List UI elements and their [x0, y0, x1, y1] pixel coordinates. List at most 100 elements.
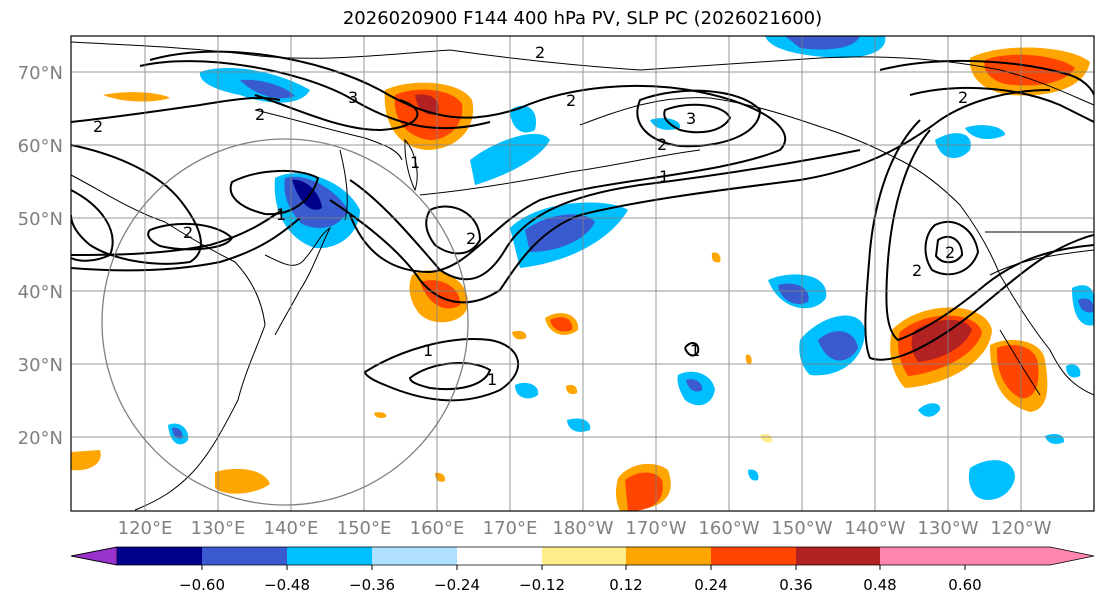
contour-label: 1: [276, 205, 286, 224]
lon-label: 130°E: [191, 518, 246, 539]
pv-anomaly: [996, 344, 1039, 399]
colorbar-swatch: [457, 547, 542, 565]
lat-label: 30°N: [18, 355, 63, 376]
map-frame: [70, 35, 1095, 512]
colorbar-swatch: [711, 547, 796, 565]
contour-line: [229, 170, 320, 216]
contour-label: 2: [466, 229, 476, 248]
colorbar-tick-label: 0.60: [948, 576, 981, 594]
coastline-arctic: [71, 41, 1094, 106]
colorbar-tick-label: 0.12: [609, 576, 642, 594]
pv-anomaly: [292, 179, 322, 210]
colorbar-swatch: [542, 547, 626, 565]
contour-line: [885, 129, 1094, 342]
pv-anomaly: [965, 125, 1005, 140]
contour-line: [363, 338, 520, 402]
pv-shading: [71, 36, 1094, 511]
colorbar-tick-label: −0.60: [179, 576, 225, 594]
pv-anomaly: [374, 412, 387, 418]
contour-label: 2: [535, 43, 545, 62]
contour-line: [71, 217, 301, 272]
contour-label: 1: [423, 341, 433, 360]
colorbar-swatch: [796, 547, 880, 565]
pv-anomaly: [745, 354, 752, 365]
coastline-kamchatka: [404, 138, 418, 192]
colorbar-tick-label: 0.36: [779, 576, 812, 594]
contour-label: 3: [348, 88, 358, 107]
contour-line: [425, 205, 482, 255]
contour-line: [329, 89, 1051, 304]
contour-labels: 2 2 2 2 2 2 2 2 2 2 1 1 1 1 1 1 3 3: [93, 43, 968, 389]
contour-line: [71, 144, 202, 265]
contour-line: [71, 209, 283, 256]
pv-anomaly: [1066, 364, 1081, 378]
colorbar-swatch: [626, 547, 711, 565]
border-us: [989, 249, 1094, 276]
colorbar-swatch: [287, 547, 372, 565]
colorbar-ticks: [201, 565, 966, 570]
contour-label: 2: [958, 88, 968, 107]
contour-label: 3: [686, 109, 696, 128]
lon-label: 120°W: [990, 518, 1051, 539]
contour-label: 1: [659, 167, 669, 186]
pv-anomaly: [748, 469, 759, 481]
pv-anomaly: [103, 92, 170, 102]
longitude-labels: 120°E 130°E 140°E 150°E 160°E 170°E 180°…: [118, 518, 1052, 539]
pv-anomaly: [172, 427, 183, 439]
range-circle: [101, 138, 469, 506]
lon-label: 150°W: [771, 518, 832, 539]
colorbar-tick-label: −0.24: [434, 576, 480, 594]
pv-anomaly: [760, 433, 773, 443]
colorbar-tick-label: −0.36: [349, 576, 395, 594]
contour-label: 2: [93, 117, 103, 136]
pv-anomaly: [778, 283, 809, 305]
coastline-okhotsk: [254, 109, 403, 161]
colorbar-swatch: [880, 547, 965, 565]
colorbar-tick-label: 0.24: [694, 576, 727, 594]
contour-line: [934, 235, 964, 264]
contour-label: 2: [657, 135, 667, 154]
pv-anomaly: [415, 94, 439, 115]
pv-anomaly: [785, 36, 860, 50]
lon-label: 130°W: [917, 518, 978, 539]
contour-label: 1: [410, 153, 420, 172]
pv-anomaly: [512, 330, 527, 340]
pv-anomaly: [625, 472, 663, 511]
lat-label: 40°N: [18, 282, 63, 303]
pv-anomaly: [686, 379, 703, 392]
lat-label: 60°N: [18, 136, 63, 157]
contour-line: [139, 60, 491, 130]
pv-anomaly: [550, 317, 573, 332]
lon-label: 140°E: [264, 518, 319, 539]
pv-anomaly: [515, 382, 539, 399]
contour-line: [924, 220, 980, 276]
colorbar-swatch: [965, 547, 1094, 565]
slp-contours: [71, 50, 1094, 402]
contour-line: [684, 342, 700, 357]
contour-line: [636, 89, 762, 148]
pv-anomaly: [567, 418, 591, 432]
lon-label: 170°E: [483, 518, 538, 539]
lon-label: 160°W: [698, 518, 759, 539]
coastline-korea-japan: [264, 226, 332, 336]
lon-label: 140°W: [844, 518, 905, 539]
pv-anomaly: [911, 319, 972, 362]
pv-anomaly: [71, 450, 101, 471]
colorbar-swatch: [70, 546, 118, 566]
colorbar-swatch: [202, 547, 287, 565]
coastline-aleutians: [419, 149, 701, 196]
colorbar-tick-label: −0.48: [264, 576, 310, 594]
pv-anomaly: [711, 252, 721, 263]
coastlines: [71, 41, 1094, 511]
colorbar-swatch: [372, 547, 457, 565]
pv-anomaly: [818, 331, 858, 361]
pv-anomaly: [240, 79, 295, 99]
lat-label: 20°N: [18, 428, 63, 449]
pv-anomaly: [968, 460, 1015, 500]
contour-line: [879, 59, 1094, 96]
contour-label: 2: [912, 261, 922, 280]
contour-label: 2: [945, 243, 955, 262]
lat-label: 70°N: [18, 63, 63, 84]
colorbar-tick-label: −0.12: [519, 576, 565, 594]
